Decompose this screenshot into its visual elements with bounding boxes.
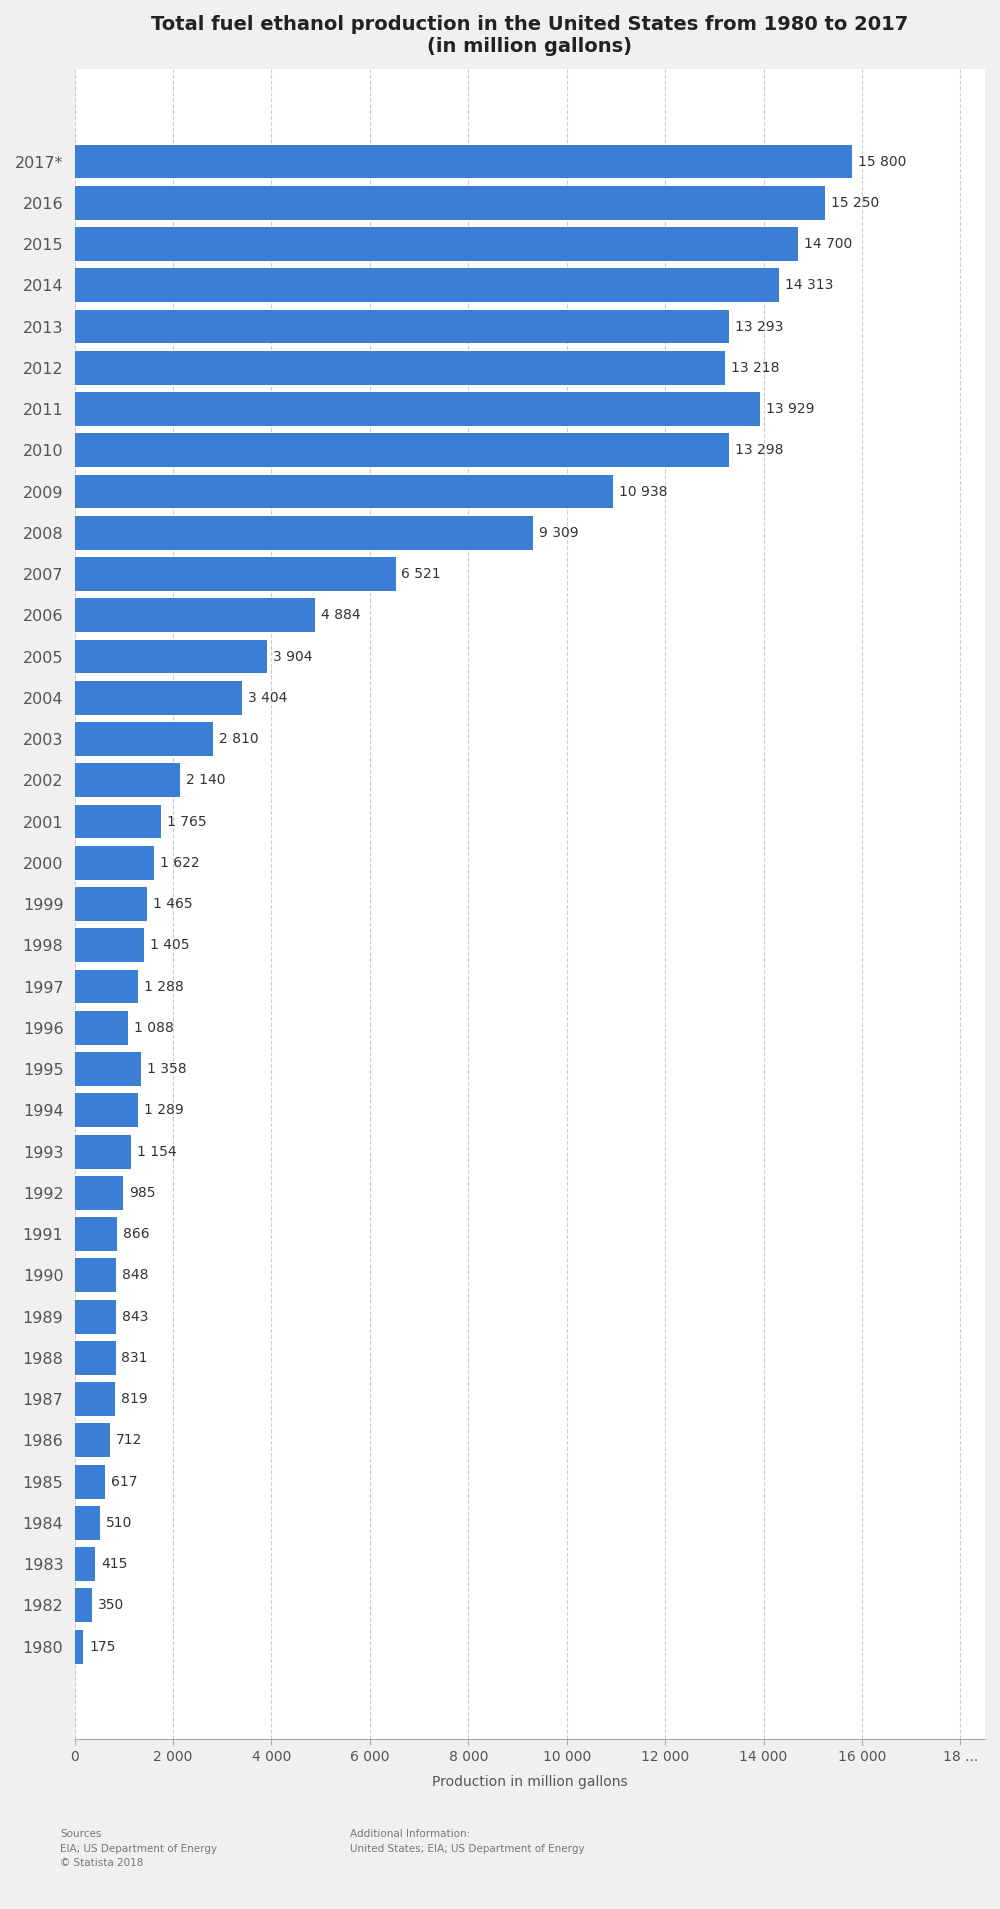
Bar (75, 557, 396, 592)
Text: 1 288: 1 288 (144, 979, 184, 993)
Text: 6 521: 6 521 (401, 567, 441, 580)
Bar (75, 846, 154, 880)
Bar (75, 722, 213, 756)
Text: 4 884: 4 884 (321, 609, 360, 622)
Text: 1 765: 1 765 (167, 815, 207, 829)
Title: Total fuel ethanol production in the United States from 1980 to 2017
(in million: Total fuel ethanol production in the Uni… (151, 15, 908, 55)
Text: 2 140: 2 140 (186, 773, 225, 787)
Text: 13 929: 13 929 (766, 403, 814, 416)
Text: 3 904: 3 904 (273, 649, 312, 664)
X-axis label: Production in million gallons: Production in million gallons (432, 1775, 628, 1789)
Text: 13 218: 13 218 (731, 361, 779, 374)
Bar (75, 475, 613, 508)
Text: 14 700: 14 700 (804, 237, 852, 250)
Bar (75, 640, 267, 674)
Text: 1 289: 1 289 (144, 1103, 184, 1117)
Bar (75, 269, 779, 302)
Text: 15 800: 15 800 (858, 155, 906, 168)
Bar (75, 309, 729, 344)
Bar (75, 598, 315, 632)
Bar (75, 1340, 116, 1374)
Text: 13 293: 13 293 (735, 319, 783, 334)
Bar (75, 1176, 123, 1210)
Bar (75, 1052, 141, 1086)
Text: Sources
EIA; US Department of Energy
© Statista 2018: Sources EIA; US Department of Energy © S… (60, 1829, 217, 1869)
Bar (75, 145, 852, 178)
Bar (75, 1464, 105, 1499)
Bar (75, 1588, 92, 1623)
Text: 3 404: 3 404 (248, 691, 287, 704)
Bar (75, 1258, 116, 1292)
Bar (75, 1134, 131, 1168)
Bar (75, 806, 161, 838)
Text: 848: 848 (122, 1268, 149, 1283)
Text: 1 154: 1 154 (137, 1145, 177, 1159)
Text: 1 465: 1 465 (153, 897, 192, 911)
Bar (75, 764, 180, 798)
Bar (75, 1012, 128, 1044)
Text: 9 309: 9 309 (539, 525, 578, 540)
Bar (75, 515, 533, 550)
Bar (75, 391, 760, 426)
Bar (75, 888, 147, 920)
Text: 350: 350 (98, 1598, 124, 1613)
Bar (75, 682, 242, 714)
Text: 15 250: 15 250 (831, 197, 879, 210)
Text: 14 313: 14 313 (785, 279, 833, 292)
Bar (75, 928, 144, 962)
Text: 510: 510 (106, 1516, 132, 1529)
Text: 866: 866 (123, 1227, 150, 1241)
Text: 2 810: 2 810 (219, 731, 258, 746)
Text: 415: 415 (101, 1558, 127, 1571)
Text: 13 298: 13 298 (735, 443, 783, 458)
Bar (75, 227, 798, 262)
Bar (75, 351, 725, 386)
Bar (75, 1382, 115, 1416)
Text: 175: 175 (89, 1640, 116, 1653)
Bar (75, 1630, 83, 1663)
Text: 712: 712 (116, 1434, 142, 1447)
Text: 617: 617 (111, 1474, 137, 1489)
Text: 1 622: 1 622 (160, 855, 200, 871)
Text: 831: 831 (121, 1352, 148, 1365)
Bar (75, 1506, 100, 1541)
Bar (75, 1424, 110, 1457)
Text: 10 938: 10 938 (619, 485, 667, 498)
Bar (75, 970, 138, 1004)
Text: 1 405: 1 405 (150, 939, 189, 953)
Text: 819: 819 (121, 1392, 147, 1407)
Text: 1 088: 1 088 (134, 1021, 174, 1035)
Text: Additional Information:
United States; EIA; US Department of Energy: Additional Information: United States; E… (350, 1829, 585, 1854)
Bar (75, 1300, 116, 1334)
Text: 1 358: 1 358 (147, 1061, 187, 1077)
Bar (75, 1094, 138, 1126)
Text: 843: 843 (122, 1310, 148, 1323)
Bar (75, 1218, 117, 1250)
Bar (75, 433, 729, 468)
Bar (75, 185, 825, 220)
Text: 985: 985 (129, 1185, 155, 1201)
Bar (75, 1546, 95, 1581)
